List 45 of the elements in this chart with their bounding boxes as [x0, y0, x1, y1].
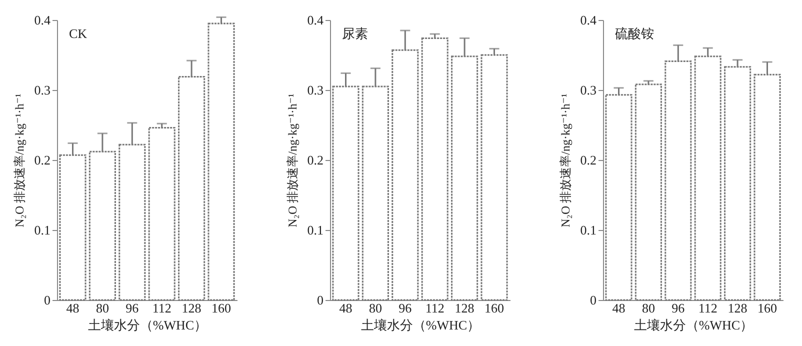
x-tick-label: 112: [152, 300, 172, 316]
x-axis-title: 土壤水分（%WHC）: [360, 318, 480, 332]
x-tick-label: 96: [398, 300, 412, 316]
x-axis-title: 土壤水分（%WHC）: [88, 318, 208, 332]
y-tick-label: 0: [590, 292, 596, 308]
chart-title: 硫酸铵: [615, 26, 654, 41]
y-axis-title: N₂O 排放速率/ng·kg⁻¹·h⁻¹: [285, 93, 300, 228]
y-tick-label: 0.1: [580, 222, 596, 238]
y-tick-label: 0.4: [34, 12, 51, 28]
y-tick-label: 0.2: [307, 152, 324, 168]
y-tick-label: 0.2: [34, 152, 50, 168]
x-tick-label: 80: [96, 300, 109, 316]
x-tick-label: 96: [672, 300, 686, 316]
chart-title: CK: [69, 26, 88, 41]
x-tick-label: 96: [126, 300, 140, 316]
y-axis-title: N₂O 排放速率/ng·kg⁻¹·h⁻¹: [12, 93, 26, 228]
x-tick-label: 48: [66, 300, 80, 316]
y-tick-label: 0.1: [307, 222, 324, 238]
y-tick-label: 0.3: [580, 82, 596, 98]
x-tick-label: 160: [758, 300, 778, 316]
x-tick-label: 112: [698, 300, 718, 316]
y-tick-label: 0.4: [580, 12, 597, 28]
x-tick-label: 128: [728, 300, 748, 316]
y-tick-label: 0.1: [34, 222, 50, 238]
y-tick-label: 0.3: [307, 82, 324, 98]
x-tick-label: 112: [425, 300, 444, 316]
y-axis-title: N₂O 排放速率/ng·kg⁻¹·h⁻¹: [558, 93, 572, 228]
chart-title: 尿素: [342, 26, 368, 41]
y-tick-label: 0.2: [580, 152, 596, 168]
y-tick-label: 0.3: [34, 82, 50, 98]
x-tick-label: 48: [612, 300, 626, 316]
x-axis-title: 土壤水分（%WHC）: [634, 318, 754, 332]
x-tick-label: 128: [454, 300, 474, 316]
x-tick-label: 160: [484, 300, 504, 316]
bar: [634, 84, 662, 301]
y-tick-label: 0.4: [307, 12, 324, 28]
x-tick-label: 128: [182, 300, 202, 316]
bar: [421, 37, 448, 301]
y-tick-label: 0: [317, 292, 324, 308]
bar: [148, 127, 176, 301]
x-tick-label: 80: [642, 300, 655, 316]
x-tick-label: 80: [368, 300, 382, 316]
y-tick-label: 0: [44, 292, 50, 308]
x-tick-label: 48: [339, 300, 352, 316]
x-tick-label: 160: [212, 300, 232, 316]
